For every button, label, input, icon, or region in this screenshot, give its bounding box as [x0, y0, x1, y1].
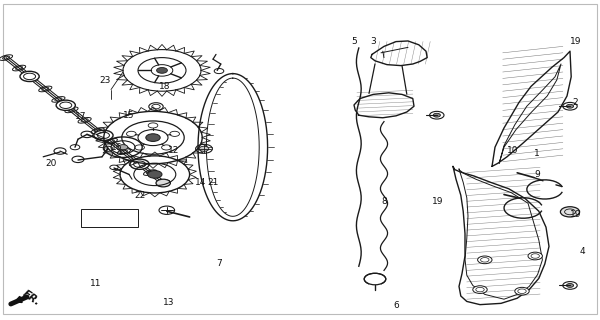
Circle shape [199, 146, 209, 151]
Circle shape [563, 282, 577, 289]
Circle shape [430, 111, 444, 119]
Text: 17: 17 [75, 112, 87, 121]
Text: 19: 19 [432, 197, 444, 206]
Text: 22: 22 [134, 191, 145, 200]
Text: 23: 23 [100, 76, 110, 84]
Text: 7: 7 [216, 260, 222, 268]
Text: 18: 18 [159, 82, 171, 91]
Text: 4: 4 [579, 247, 585, 256]
Circle shape [146, 134, 160, 141]
Text: 19: 19 [570, 37, 582, 46]
Text: 8: 8 [381, 197, 387, 206]
Text: 15: 15 [123, 111, 135, 120]
Bar [81, 209, 138, 227]
Circle shape [161, 145, 171, 150]
Circle shape [528, 252, 542, 260]
Text: 16: 16 [111, 143, 123, 152]
Circle shape [478, 256, 492, 264]
Text: 13: 13 [163, 298, 175, 307]
Circle shape [20, 71, 39, 82]
Text: 20: 20 [46, 159, 56, 168]
Circle shape [127, 131, 136, 136]
Circle shape [563, 102, 577, 110]
Circle shape [157, 68, 167, 73]
Circle shape [515, 287, 529, 295]
Circle shape [156, 179, 170, 187]
Text: 10: 10 [507, 146, 519, 155]
Text: FR.: FR. [20, 289, 42, 308]
Text: 5: 5 [351, 37, 357, 46]
Text: 21: 21 [208, 178, 218, 187]
Circle shape [135, 145, 145, 150]
Circle shape [566, 284, 574, 287]
Circle shape [170, 131, 179, 136]
Circle shape [433, 113, 440, 117]
Text: 9: 9 [534, 170, 540, 179]
Text: 19: 19 [570, 210, 582, 219]
Circle shape [56, 100, 76, 110]
Circle shape [560, 207, 580, 217]
Text: 1: 1 [534, 149, 540, 158]
Circle shape [118, 145, 128, 150]
Circle shape [566, 104, 574, 108]
Text: 6: 6 [393, 301, 399, 310]
Text: 2: 2 [572, 98, 578, 107]
Circle shape [148, 171, 162, 178]
Circle shape [148, 123, 158, 128]
Text: 14: 14 [196, 178, 206, 187]
Text: 12: 12 [169, 146, 179, 155]
Circle shape [94, 130, 113, 140]
Text: 3: 3 [370, 37, 376, 46]
Text: 11: 11 [90, 279, 102, 288]
Circle shape [130, 159, 149, 169]
Circle shape [473, 286, 487, 293]
